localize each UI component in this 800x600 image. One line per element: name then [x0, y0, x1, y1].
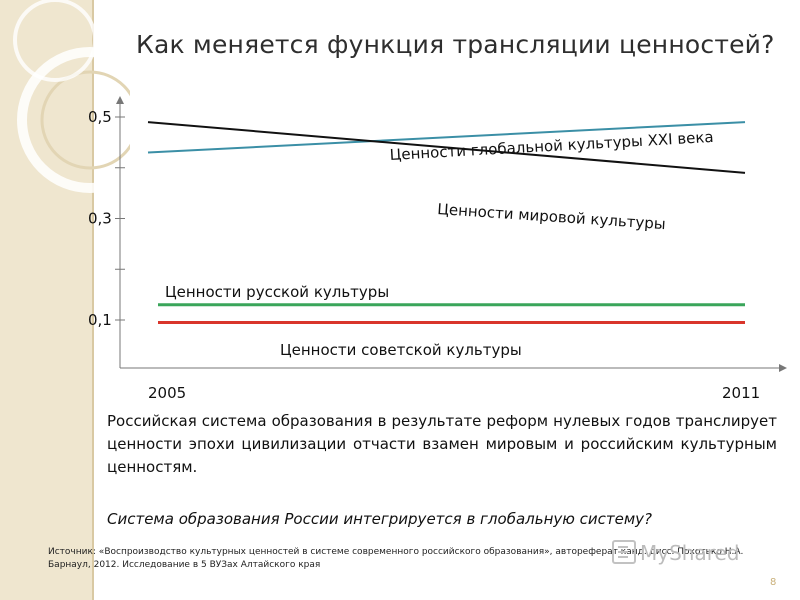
series-label-soviet-culture: Ценности советской культуры	[280, 341, 522, 359]
y-ticks: 0,5 0,3 0,1 2005 2011	[88, 108, 760, 402]
page-title: Как меняется функция трансляции ценносте…	[136, 30, 775, 59]
series-label-russian-culture: Ценности русской культуры	[165, 283, 389, 301]
x-tick-label: 2011	[722, 384, 760, 402]
x-axis-arrow	[779, 364, 787, 372]
line-chart: 0,5 0,3 0,1 2005 2011 Ценности глобальной ку…	[88, 96, 787, 402]
watermark-logo-icon	[612, 540, 636, 564]
description-paragraph: Российская система образования в результ…	[107, 412, 777, 476]
page-number: 8	[770, 577, 777, 588]
series-line-global-culture	[147, 121, 746, 154]
x-tick-label: 2005	[148, 384, 186, 402]
series-lines	[147, 121, 746, 325]
series-line-world-culture	[147, 121, 746, 174]
y-axis-arrow	[116, 96, 124, 104]
watermark-text: MyShared	[640, 541, 740, 565]
y-tick-label: 0,1	[88, 311, 112, 329]
side-decor-line	[92, 0, 94, 600]
series-label-world-culture: Ценности мировой культуры	[437, 200, 667, 233]
chart-axes	[116, 96, 787, 372]
y-tick-label: 0,3	[88, 210, 112, 228]
series-label-global-culture: Ценности глобальной культуры XXI века	[389, 128, 714, 164]
question-text: Система образования России интегрируется…	[107, 510, 653, 528]
watermark: MyShared	[612, 540, 740, 565]
source-note: Источник: «Воспроизводство культурных це…	[48, 546, 768, 572]
decorative-circles	[13, 0, 130, 193]
source-line-1: Источник: «Воспроизводство культурных це…	[48, 547, 744, 557]
y-tick-label: 0,5	[88, 108, 112, 126]
source-line-2: Барнаул, 2012. Исследование в 5 ВУЗах Ал…	[48, 560, 321, 570]
